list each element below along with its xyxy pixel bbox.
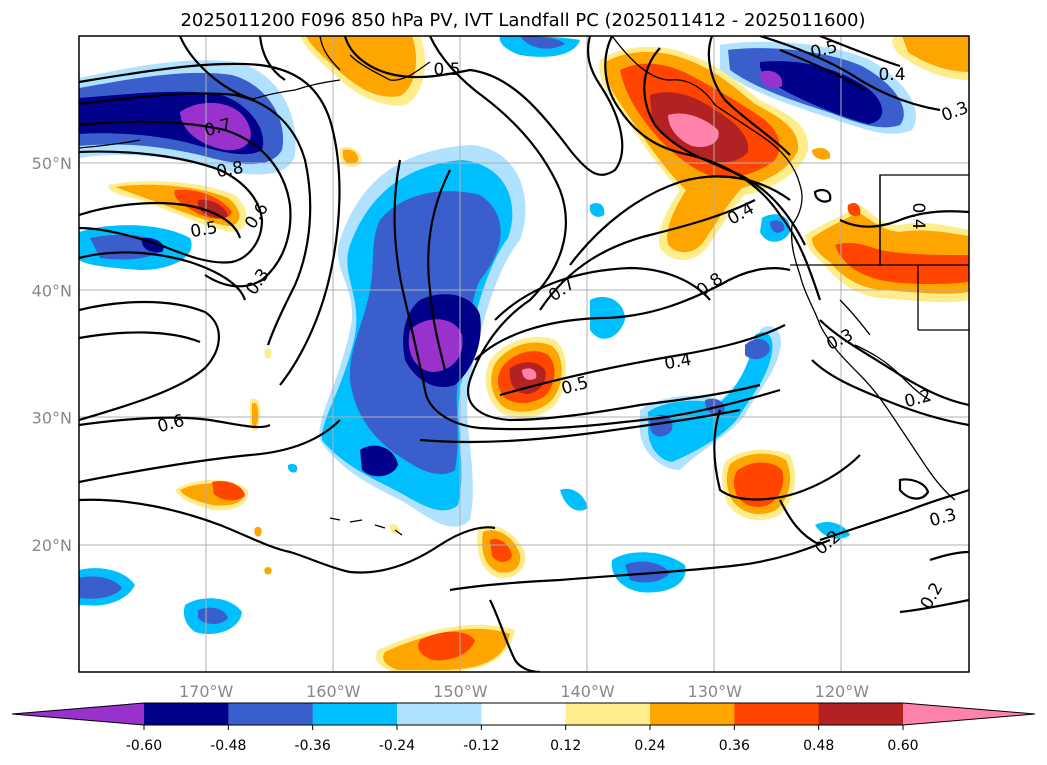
lon-tick-label: 130°W [688, 682, 743, 701]
lon-tick-label: 140°W [560, 682, 615, 701]
colorbar-segment [481, 703, 567, 725]
contour-label: 0.5 [189, 218, 219, 242]
contour-label: 0.4 [878, 65, 905, 85]
colorbar-segment [818, 703, 904, 725]
colorbar-segment [734, 703, 820, 725]
colorbar-tick-label: -0.12 [463, 738, 499, 754]
map-panel [79, 36, 969, 672]
lon-tick-label: 170°W [179, 682, 234, 701]
lat-tick-label: 30°N [32, 409, 72, 428]
lat-tick-label: 20°N [32, 536, 72, 555]
colorbar-segment [228, 703, 314, 725]
graticule [79, 36, 969, 672]
colorbar-tick-label: -0.48 [210, 738, 246, 754]
longitude-tick-labels: 170°W 160°W 150°W 140°W 130°W 120°W [179, 682, 869, 701]
contour-label: 0.4 [908, 202, 928, 229]
colorbar-segment [144, 703, 229, 725]
lat-tick-label: 40°N [32, 281, 72, 300]
contour-label: 0.8 [215, 158, 245, 182]
figure-title: 2025011200 F096 850 hPa PV, IVT Landfall… [180, 10, 865, 31]
lat-tick-label: 50°N [32, 154, 72, 173]
map-frame [78, 35, 970, 673]
lon-tick-label: 120°W [815, 682, 870, 701]
colorbar-tick-label: -0.60 [126, 738, 162, 754]
ivt-contours [79, 36, 969, 672]
colorbar-tick-label: 0.36 [719, 738, 750, 754]
colorbar-extend-low [12, 703, 144, 725]
colorbar-tick-label: -0.36 [295, 738, 331, 754]
colorbar-tick-label: 0.12 [550, 738, 581, 754]
colorbar-tick-label: 0.60 [887, 738, 918, 754]
lon-tick-label: 150°W [433, 682, 488, 701]
latitude-tick-labels: 20°N 30°N 40°N 50°N [32, 154, 72, 555]
colorbar-segment [650, 703, 735, 725]
colorbar: -0.60 -0.48 -0.36 -0.24 -0.12 0.12 0.24 0.36 0.4… [11, 702, 1036, 754]
colorbar-tick-label: 0.24 [634, 738, 665, 754]
contour-label: 0.5 [433, 60, 460, 80]
colorbar-segment [397, 703, 482, 725]
colorbar-tick-label: 0.48 [803, 738, 834, 754]
colorbar-tick-label: -0.24 [379, 738, 415, 754]
contour-label: 0.4 [663, 350, 693, 374]
colorbar-segment [312, 703, 398, 725]
colorbar-segment [565, 703, 651, 725]
colorbar-extend-high [903, 703, 1035, 725]
lon-tick-label: 160°W [306, 682, 361, 701]
coastlines [79, 36, 969, 536]
